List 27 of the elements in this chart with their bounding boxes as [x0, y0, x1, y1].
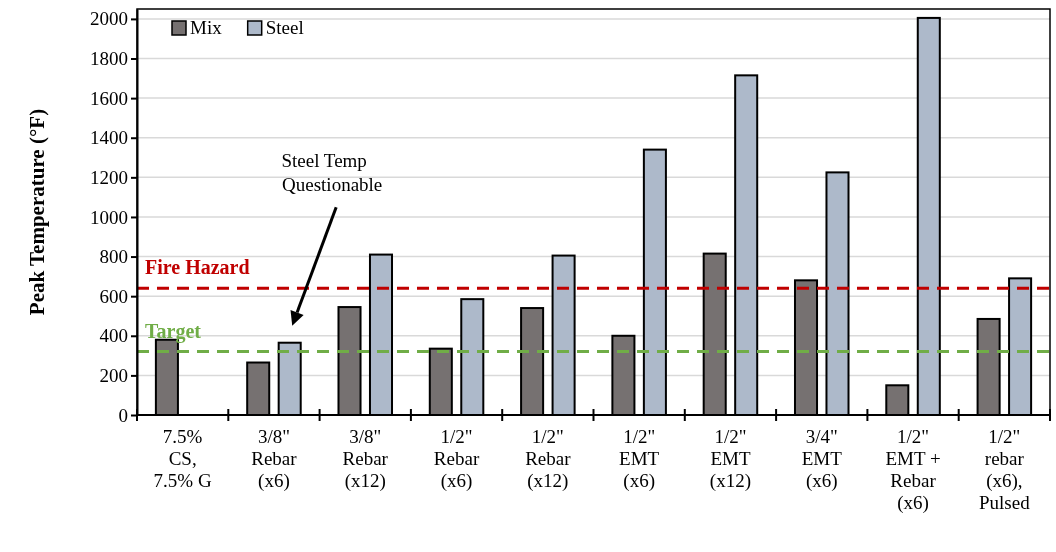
y-tick-label: 400	[99, 325, 128, 347]
legend-label: Mix	[190, 17, 223, 38]
x-tick-label: 1/2" EMT (x6)	[619, 426, 660, 492]
y-tick-label: 200	[99, 364, 128, 386]
y-tick-label: 0	[118, 404, 128, 426]
x-tick-label: 7.5% CS, 7.5% G	[153, 426, 212, 491]
x-tick-label: 1/2" Rebar (x6)	[433, 426, 480, 492]
y-tick-label: 800	[99, 246, 128, 268]
y-axis-title: Peak Temperature (°F)	[25, 108, 49, 316]
y-tick-label: 1400	[90, 127, 128, 149]
x-tick-label: 1/2" rebar (x6), Pulsed	[979, 426, 1031, 513]
x-tick-label: 1/2" EMT + Rebar (x6)	[885, 426, 941, 514]
ref-line-label: Fire Hazard	[145, 256, 250, 279]
y-tick-label: 600	[99, 285, 128, 307]
x-tick-label: 3/8" Rebar (x12)	[342, 426, 389, 492]
y-tick-label: 1600	[90, 87, 128, 109]
x-tick-label: 3/4" EMT (x6)	[801, 426, 843, 492]
y-tick-label: 1000	[90, 206, 128, 228]
y-tick-label: 1800	[90, 48, 128, 70]
x-tick-label: 3/8" Rebar (x6)	[251, 426, 298, 492]
annotation: Steel Temp Questionable	[281, 150, 383, 196]
x-tick-label: 1/2" EMT (x12)	[709, 426, 752, 492]
y-tick-label: 1200	[90, 166, 128, 188]
ref-line-label: Target	[145, 319, 202, 343]
legend-label: Steel	[265, 17, 304, 38]
y-tick-label: 2000	[90, 8, 128, 30]
x-tick-label: 1/2" Rebar (x12)	[525, 426, 572, 492]
